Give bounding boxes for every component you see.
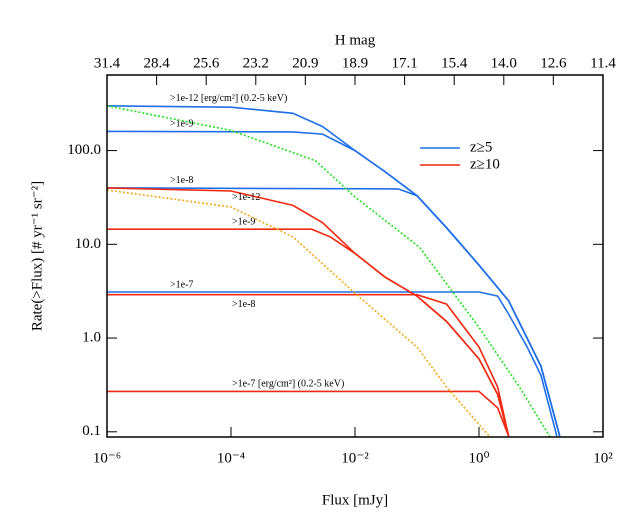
top-tick-label: 14.0 [491,55,517,71]
x-axis-title: Flux [mJy] [322,492,388,508]
top-tick-label: 18.9 [342,55,368,71]
top-tick-label: 11.4 [590,55,616,71]
top-tick-label: 25.6 [193,55,220,71]
curve-label: >1e-8 [170,175,193,186]
top-tick-label: 12.6 [540,55,567,71]
top-tick-label: 28.4 [143,55,170,71]
top-tick-label: 23.2 [243,55,269,71]
data-line [106,187,561,437]
y-tick-label: 0.1 [82,423,101,439]
legend-label: z≥10 [470,156,500,172]
data-line [107,228,510,437]
x-tick-label: 10⁻⁶ [93,450,121,466]
top-axis-title: H mag [335,32,376,48]
y-tick-label: 10.0 [75,236,101,252]
x-tick-label: 10² [593,450,613,466]
x-tick-label: 10⁰ [468,450,489,466]
x-tick-label: 10⁻² [341,450,369,466]
data-line [107,291,558,437]
curve-label: >1e-9 [170,119,193,130]
data-line [107,390,510,437]
curve-label: >1e-8 [232,299,255,310]
y-tick-label: 1.0 [82,329,101,345]
top-tick-label: 15.4 [441,55,468,71]
data-line [106,105,551,438]
curve-label: >1e-12 [232,192,260,203]
y-axis-title: Rate(>Flux) [# yr⁻¹ sr⁻²] [29,181,45,331]
data-line [106,189,491,438]
x-tick-label: 10⁻⁴ [217,450,245,466]
top-tick-label: 17.1 [391,55,417,71]
data-line [107,293,510,437]
top-tick-label: 20.9 [292,55,318,71]
curve-label: >1e-7 [erg/cm²] (0.2-5 keV) [232,379,344,390]
curve-label: >1e-9 [232,216,255,227]
top-tick-label: 31.4 [94,55,121,71]
legend-label: z≥5 [470,139,492,155]
curve-label: >1e-7 [170,279,193,290]
curve-label: >1e-12 [erg/cm²] (0.2-5 keV) [170,93,287,104]
y-tick-label: 100.0 [67,142,101,158]
data-line [106,187,510,437]
